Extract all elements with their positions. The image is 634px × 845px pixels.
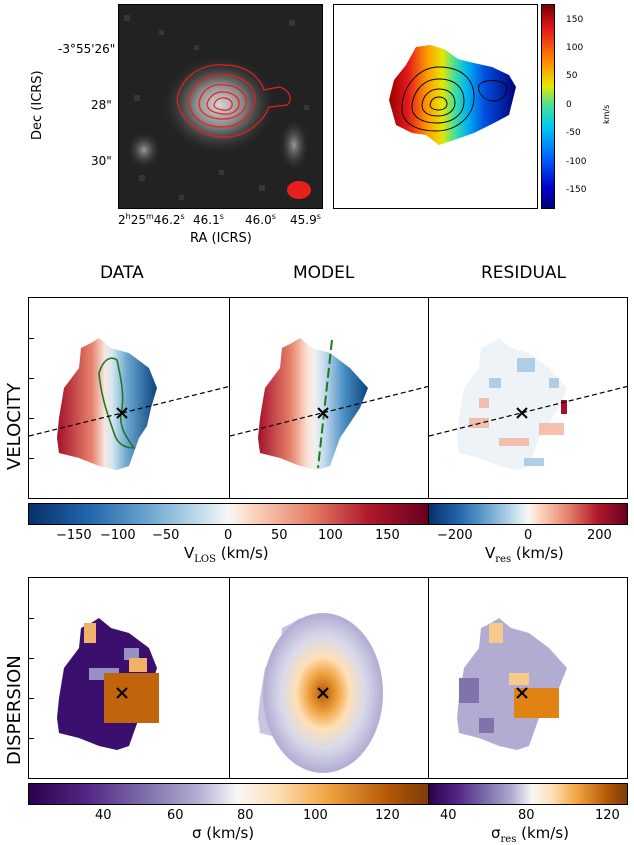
ra-tick-46-0: 46.0s <box>245 212 276 227</box>
jet-tick-m150: -150 <box>566 185 587 195</box>
continuum-image-panel <box>118 4 323 209</box>
column-header-residual: RESIDUAL <box>481 263 566 283</box>
velocity-residual-panel <box>428 297 628 499</box>
velocity-map <box>389 45 516 145</box>
continuum-image <box>119 5 322 208</box>
velocity-residual-colorbar <box>428 503 628 525</box>
vlos-tick-0: 0 <box>224 528 233 543</box>
velocity-data-panel <box>28 297 230 499</box>
vlos-label: VLOS (km/s) <box>184 544 269 565</box>
vlos-tick-m150: −150 <box>56 528 92 543</box>
row-label-dispersion: DISPERSION <box>4 655 25 765</box>
jet-tick-0: 0 <box>566 100 572 110</box>
vlos-tick-m50: −50 <box>152 528 180 543</box>
dec-tick-26: -3°55'26" <box>58 42 116 56</box>
dec-axis-label: Dec (ICRS) <box>30 70 45 140</box>
column-header-model: MODEL <box>293 263 355 283</box>
jet-tick-100: 100 <box>566 43 584 53</box>
vres-tick-0: 0 <box>524 528 533 543</box>
velocity-model-panel <box>229 297 429 499</box>
center-marker <box>317 687 329 699</box>
center-marker <box>116 407 128 419</box>
sigma-label: σ (km/s) <box>192 824 255 842</box>
sigmares-tick-80: 80 <box>518 808 535 823</box>
vlos-tick-50: 50 <box>271 528 288 543</box>
jet-colorbar-unit: km/s <box>602 104 611 124</box>
center-marker <box>317 407 329 419</box>
jet-tick-50: 50 <box>566 71 578 81</box>
dispersion-residual-colorbar <box>428 783 628 805</box>
center-marker <box>516 687 528 699</box>
vres-tick-m200: −200 <box>437 528 473 543</box>
ra-axis-label: RA (ICRS) <box>190 231 252 246</box>
dec-tick-30: 30" <box>91 154 112 168</box>
ra-tick-46-1: 46.1s <box>193 212 224 227</box>
sigma-tick-80: 80 <box>237 808 254 823</box>
vlos-tick-m100: −100 <box>100 528 136 543</box>
vres-label: Vres (km/s) <box>485 544 564 565</box>
vres-tick-200: 200 <box>587 528 612 543</box>
center-marker <box>116 687 128 699</box>
velocity-colorbar-jet <box>541 4 555 209</box>
dispersion-residual-panel <box>428 577 628 779</box>
dispersion-colorbar <box>28 783 429 805</box>
sigmares-label: σres (km/s) <box>491 824 569 845</box>
black-contours <box>401 66 508 132</box>
jet-tick-m50: -50 <box>566 128 581 138</box>
column-header-data: DATA <box>100 263 144 283</box>
row-label-velocity: VELOCITY <box>4 382 25 470</box>
sigma-tick-100: 100 <box>303 808 328 823</box>
vlos-tick-150: 150 <box>375 528 400 543</box>
vlos-tick-100: 100 <box>318 528 343 543</box>
ra-tick-46-2: 2h25m46.2s <box>118 212 185 227</box>
red-contours <box>176 64 291 138</box>
sigmares-tick-120: 120 <box>595 808 620 823</box>
velocity-map-panel <box>333 4 538 209</box>
ra-tick-45-9: 45.9s <box>290 212 321 227</box>
jet-tick-m100: -100 <box>566 157 587 167</box>
sigma-tick-120: 120 <box>375 808 400 823</box>
beam-ellipse <box>287 181 311 199</box>
dispersion-data-panel <box>28 577 230 779</box>
sigmares-tick-40: 40 <box>440 808 457 823</box>
dec-tick-28: 28" <box>91 98 112 112</box>
velocity-los-colorbar <box>28 503 429 525</box>
dispersion-model-panel <box>229 577 429 779</box>
sigma-tick-40: 40 <box>95 808 112 823</box>
sigma-tick-60: 60 <box>167 808 184 823</box>
center-marker <box>516 407 528 419</box>
jet-tick-150: 150 <box>566 15 584 25</box>
